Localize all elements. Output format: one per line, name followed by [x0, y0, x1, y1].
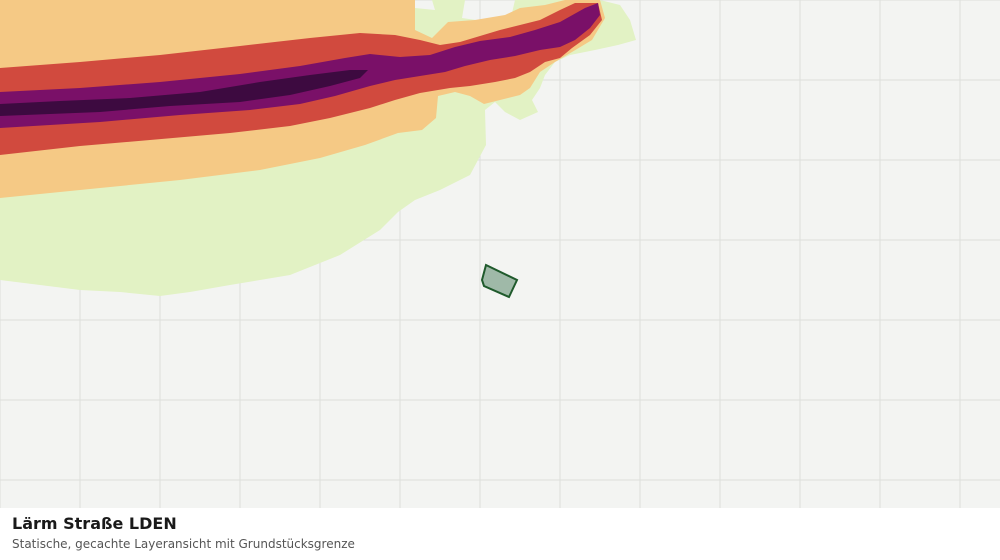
layer-caption: Lärm Straße LDEN Statische, gecachte Lay…	[0, 508, 1000, 560]
parcel-boundary[interactable]	[480, 263, 519, 299]
layer-subtitle: Statische, gecachte Layeransicht mit Gru…	[12, 537, 355, 551]
noise-zone-highest	[0, 70, 368, 116]
map-view[interactable]	[0, 0, 1000, 508]
layer-title: Lärm Straße LDEN	[12, 514, 177, 533]
noise-map-canvas[interactable]	[0, 0, 1000, 508]
